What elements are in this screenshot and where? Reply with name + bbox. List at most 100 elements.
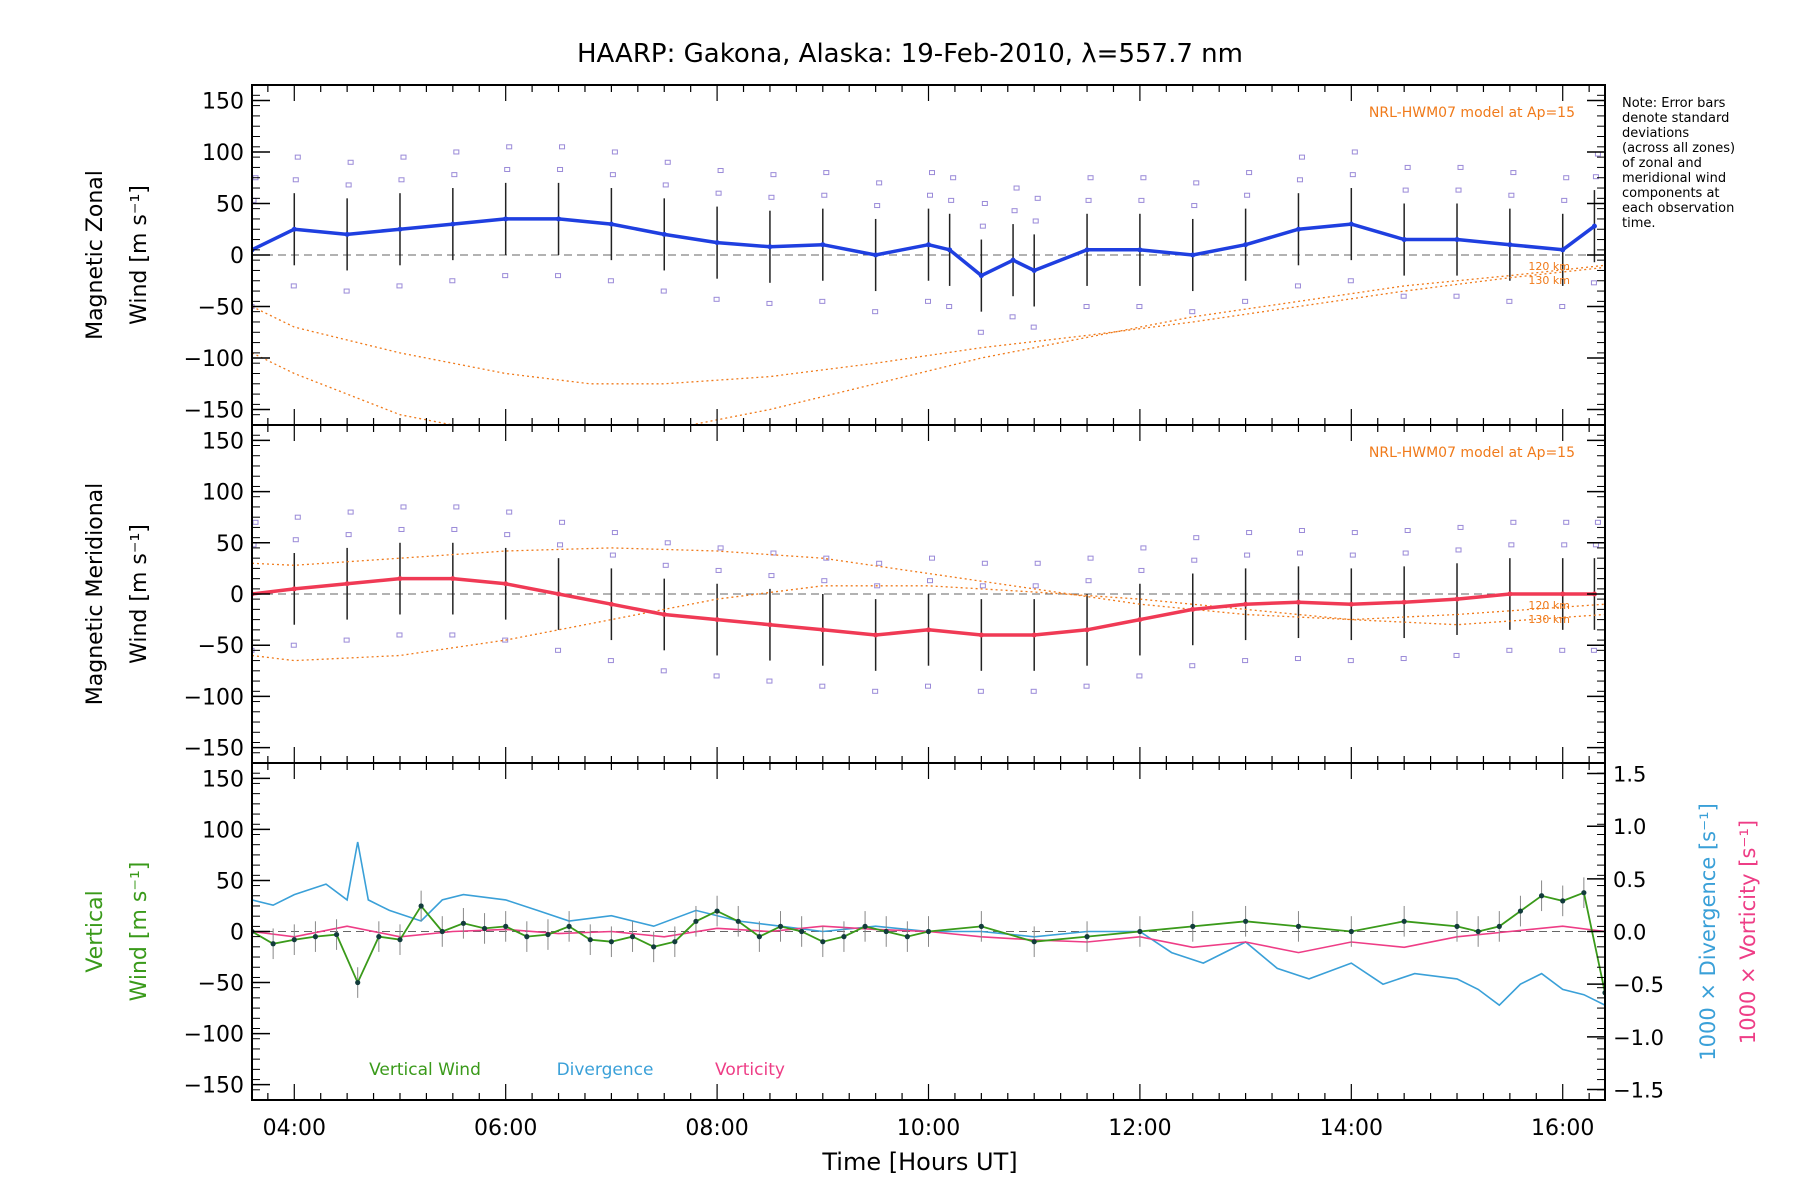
mean-wind-point <box>1507 242 1513 248</box>
mean-wind-point <box>450 221 456 227</box>
x-tick-label: 06:00 <box>474 1116 537 1141</box>
mean-wind-point <box>608 601 614 607</box>
model-alt-label: 130 km <box>1528 274 1570 287</box>
x-tick-label: 14:00 <box>1320 1116 1383 1141</box>
zone-marker <box>1136 304 1143 310</box>
vertical-wind-point <box>333 931 340 938</box>
y-tick-label: −50 <box>198 296 244 321</box>
zone-marker <box>1191 203 1198 209</box>
zone-marker <box>874 203 881 209</box>
y-tick-label: −50 <box>198 972 244 997</box>
mean-wind-point <box>978 632 984 638</box>
zone-marker <box>1009 314 1016 320</box>
model-label: NRL-HWM07 model at Ap=15 <box>1369 445 1575 461</box>
zone-marker <box>766 300 773 306</box>
zone-marker <box>717 168 724 174</box>
zone-marker <box>453 149 460 155</box>
zone-marker <box>660 288 667 294</box>
panel-vertical-plot <box>252 841 1605 1009</box>
zone-marker <box>1083 304 1090 310</box>
panel-zonal-plot <box>252 144 1605 425</box>
y-tick-label: 100 <box>202 481 244 506</box>
y-tick-label: −100 <box>184 1023 244 1048</box>
zone-marker <box>611 530 618 536</box>
zone-marker <box>1506 647 1513 653</box>
vertical-wind-point <box>1348 928 1354 935</box>
vertical-wind-point <box>439 928 445 935</box>
zone-marker <box>1083 683 1090 689</box>
y-axis-label-line1: Vertical <box>83 890 108 972</box>
zone-marker <box>290 283 297 289</box>
zone-marker <box>1590 647 1597 653</box>
mean-wind-point <box>767 622 773 628</box>
zone-marker <box>1455 187 1462 193</box>
zone-marker <box>927 578 933 584</box>
right-tick-label: −1.5 <box>1613 1078 1664 1102</box>
note-line: (across all zones) <box>1622 141 1735 156</box>
zone-marker <box>950 175 957 181</box>
zone-marker <box>609 172 616 178</box>
zone-marker <box>1400 656 1407 662</box>
vertical-wind-point <box>714 908 720 914</box>
y-tick-label: 100 <box>202 818 244 843</box>
zone-marker <box>502 637 509 643</box>
y-tick-label: 150 <box>202 767 244 792</box>
y-axis-label-line2: Wind [m s⁻¹] <box>127 862 152 1002</box>
model-curve-120-km <box>252 266 1605 385</box>
zone-marker <box>453 504 460 510</box>
zone-marker <box>1087 555 1094 561</box>
mean-wind-point <box>344 581 350 587</box>
vorticity-axis-label: 1000 × Vorticity [s⁻¹] <box>1736 820 1760 1044</box>
zone-marker <box>1189 663 1196 669</box>
zone-marker <box>449 632 456 638</box>
zone-marker <box>1296 550 1303 556</box>
zone-marker <box>821 192 828 198</box>
mean-wind-point <box>873 632 879 638</box>
model-curve-130-km <box>252 585 1605 662</box>
vertical-wind-point <box>756 934 762 940</box>
y-tick-label: 150 <box>202 429 244 454</box>
zone-marker <box>451 172 458 178</box>
zone-marker <box>1140 175 1147 181</box>
zone-marker <box>874 583 881 589</box>
vertical-wind-point <box>1295 923 1302 929</box>
vertical-wind-point <box>1496 923 1502 929</box>
model-alt-label: 130 km <box>1528 613 1570 626</box>
zone-marker <box>1032 218 1039 224</box>
vertical-wind-point <box>925 928 932 935</box>
vertical-wind-point <box>629 934 636 940</box>
right-tick-label: 0.5 <box>1613 868 1646 892</box>
note-line: meridional wind <box>1622 171 1726 186</box>
zone-marker <box>1510 519 1517 525</box>
vertical-wind-point <box>1243 918 1249 924</box>
zone-marker <box>290 642 297 648</box>
right-tick-label: 1.5 <box>1613 763 1646 787</box>
note-line: deviations <box>1622 126 1689 141</box>
zone-marker <box>1298 154 1305 160</box>
zone-marker <box>347 159 354 165</box>
mean-wind-point <box>1190 252 1196 258</box>
zone-marker <box>1246 530 1253 536</box>
zone-marker <box>872 309 879 315</box>
mean-wind-point <box>714 240 720 246</box>
zone-marker <box>823 555 830 561</box>
zone-marker <box>1453 652 1460 658</box>
mean-wind-point <box>397 576 403 582</box>
mean-wind-point <box>397 226 403 232</box>
zone-marker <box>876 180 883 186</box>
note-line: Note: Error bars <box>1622 96 1726 111</box>
zone-marker <box>1191 557 1198 563</box>
y-tick-label: 0 <box>230 583 244 608</box>
mean-wind-point <box>1010 257 1016 263</box>
zone-marker <box>821 578 828 584</box>
y-axis-label-line2: Wind [m s⁻¹] <box>127 185 152 325</box>
mean-wind-point <box>608 221 614 227</box>
vertical-wind-point <box>1401 918 1407 924</box>
zone-marker <box>979 223 986 229</box>
zone-marker <box>979 583 986 589</box>
mean-wind-point <box>1454 237 1460 243</box>
y-tick-label: −150 <box>184 1074 244 1099</box>
y-axis-label-line2: Wind [m s⁻¹] <box>127 524 152 664</box>
y-axis-label-line1: Magnetic Zonal <box>83 170 108 340</box>
